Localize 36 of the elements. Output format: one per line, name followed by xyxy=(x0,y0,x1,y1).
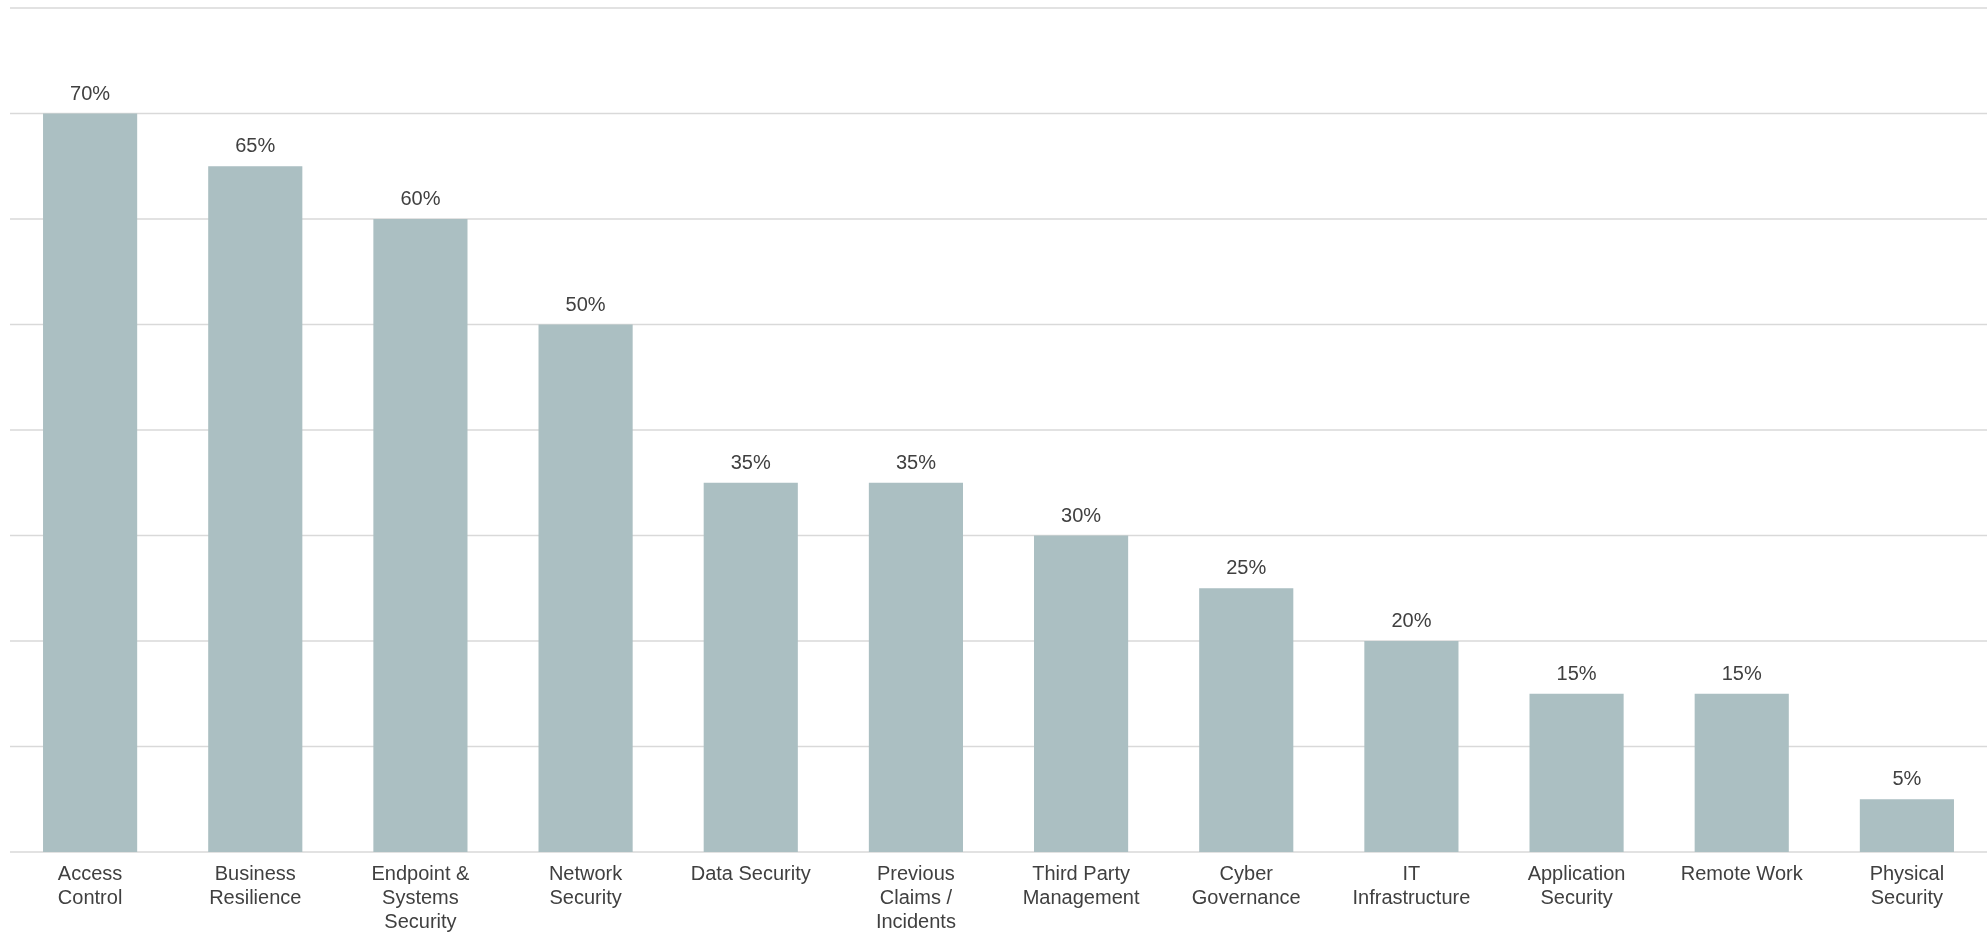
x-tick-label: Previous Claims / Incidents xyxy=(875,862,956,932)
x-tick-label: Endpoint & Systems Security xyxy=(371,862,471,932)
bar xyxy=(208,166,303,852)
data-label: 65% xyxy=(235,134,276,157)
data-label: 50% xyxy=(565,292,606,315)
data-label: 35% xyxy=(730,450,771,473)
data-label: 20% xyxy=(1391,609,1432,631)
bar xyxy=(1859,799,1954,852)
data-label: 25% xyxy=(1226,556,1267,579)
x-tick-label: Business Resilience xyxy=(209,862,302,908)
x-tick-label: Application Security xyxy=(1527,862,1626,908)
x-tick-label: Cyber Governance xyxy=(1191,862,1301,908)
bar xyxy=(1199,588,1294,852)
x-tick-label: Third Party Management xyxy=(1022,862,1140,908)
bar xyxy=(1694,693,1789,852)
bar xyxy=(373,219,468,852)
data-label: 5% xyxy=(1892,767,1922,790)
bar xyxy=(703,482,798,852)
x-tick-label: Network Security xyxy=(548,862,624,908)
bar xyxy=(1364,641,1459,852)
bar xyxy=(868,482,963,852)
x-tick-label: Physical Security xyxy=(1869,862,1945,908)
x-tick-label: Access Control xyxy=(57,862,123,908)
x-tick-label: IT Infrastructure xyxy=(1352,862,1471,908)
data-label: 60% xyxy=(400,187,441,209)
bar xyxy=(538,324,633,852)
x-tick-label: Data Security xyxy=(690,862,811,884)
bar xyxy=(43,113,138,852)
data-label: 15% xyxy=(1556,661,1597,684)
data-label: 15% xyxy=(1721,661,1762,684)
data-label: 35% xyxy=(895,450,937,473)
bar xyxy=(1529,693,1624,852)
x-tick-label: Remote Work xyxy=(1680,862,1804,884)
data-label: 30% xyxy=(1061,503,1102,526)
bar xyxy=(1034,535,1129,852)
data-label: 70% xyxy=(70,81,111,104)
